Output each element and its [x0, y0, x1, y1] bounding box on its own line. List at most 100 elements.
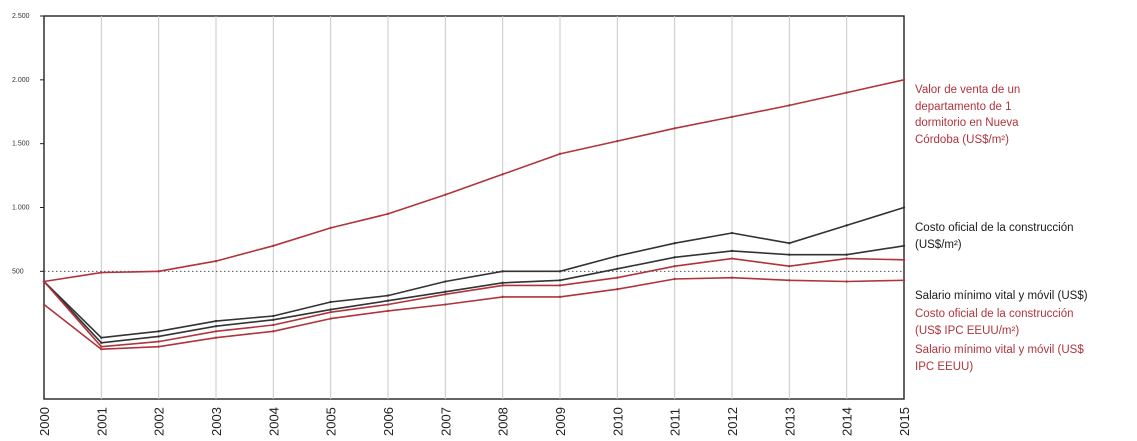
x-tick-label: 2009 — [553, 407, 568, 436]
data-point — [444, 303, 447, 306]
data-point — [386, 212, 390, 216]
y-tick-label: 2.500 — [12, 13, 30, 20]
data-point — [444, 193, 447, 196]
data-point — [673, 265, 676, 268]
data-point — [845, 253, 848, 256]
data-point — [501, 270, 504, 273]
data-point — [788, 242, 791, 245]
series-line-0 — [43, 79, 905, 283]
x-tick-label: 2005 — [324, 407, 339, 436]
data-point — [329, 300, 332, 304]
data-point — [42, 280, 46, 283]
data-point — [157, 340, 160, 343]
x-tick-label: 2000 — [37, 407, 52, 436]
x-tick-label: 2011 — [668, 408, 683, 436]
x-tick-label: 2012 — [725, 407, 740, 436]
data-point — [902, 279, 906, 282]
data-point — [157, 345, 160, 348]
data-point — [214, 336, 218, 339]
data-point — [845, 257, 848, 260]
data-point — [616, 288, 619, 291]
data-point — [501, 284, 504, 287]
data-point — [42, 303, 46, 306]
data-point — [558, 152, 562, 156]
data-point — [673, 127, 676, 130]
data-point — [501, 281, 504, 285]
data-point — [329, 308, 332, 311]
y-tick-label: 500 — [12, 268, 24, 275]
x-tick-label: 2007 — [438, 407, 453, 436]
data-point — [616, 276, 619, 279]
plot-frame — [43, 15, 905, 400]
x-tick-label: 2008 — [496, 407, 511, 436]
data-point — [730, 276, 734, 279]
series-line-4 — [43, 276, 905, 351]
data-point — [100, 341, 103, 345]
x-tick-label: 2001 — [94, 407, 109, 436]
data-point — [845, 224, 848, 227]
data-point — [730, 257, 734, 260]
data-point — [272, 323, 275, 327]
data-point — [558, 295, 562, 299]
data-point — [100, 336, 103, 339]
data-point — [329, 226, 332, 230]
y-tick-label: 1.000 — [12, 205, 30, 212]
data-point — [673, 277, 676, 281]
data-point — [157, 270, 160, 273]
data-point — [845, 280, 848, 283]
data-point — [730, 249, 734, 253]
x-tick-label: 2003 — [209, 407, 224, 436]
data-point — [673, 242, 676, 245]
data-point — [902, 244, 906, 247]
x-tick-label: 2002 — [152, 407, 167, 436]
data-point — [272, 318, 275, 322]
data-point — [788, 265, 791, 268]
data-point — [616, 267, 619, 270]
data-point — [272, 330, 275, 333]
x-tick-label: 2015 — [897, 407, 912, 436]
data-point — [100, 345, 103, 348]
data-point — [386, 294, 390, 297]
data-point — [329, 310, 332, 314]
data-point — [845, 91, 848, 94]
data-point — [673, 256, 676, 259]
data-point — [386, 303, 390, 306]
series-label-construction-cost: Costo oficial de la construcción (US$/m²… — [915, 222, 1074, 251]
data-point — [501, 295, 504, 299]
data-point — [444, 290, 447, 293]
x-tick-label: 2013 — [782, 407, 797, 436]
data-point — [100, 348, 103, 351]
y-tick-label: 2.000 — [12, 77, 30, 84]
data-point — [100, 271, 103, 274]
data-point — [616, 139, 619, 143]
series-line-2 — [43, 245, 905, 344]
data-point — [558, 279, 562, 282]
data-point — [444, 280, 447, 283]
data-point — [214, 325, 218, 328]
data-point — [788, 104, 791, 107]
data-point — [386, 299, 390, 302]
data-point — [730, 231, 734, 235]
data-point — [616, 254, 619, 258]
y-tick-label: 1.500 — [12, 141, 30, 148]
data-point — [558, 284, 562, 287]
series-label-apartment-price: Valor de venta de un departamento de 1 d… — [915, 84, 1021, 146]
data-point — [902, 258, 906, 262]
data-point — [902, 78, 906, 82]
series-line-1 — [43, 206, 905, 339]
x-tick-label: 2014 — [840, 407, 855, 436]
data-point — [902, 206, 906, 209]
data-point — [214, 259, 218, 263]
series-label-minimum-wage-ipc: Salario mínimo vital y móvil (US$ IPC EE… — [915, 344, 1084, 373]
data-point — [501, 173, 504, 176]
x-tick-label: 2004 — [266, 407, 281, 436]
data-point — [329, 317, 332, 320]
data-point — [214, 330, 218, 333]
data-point — [272, 314, 275, 318]
x-tick-label: 2010 — [610, 407, 625, 436]
data-point — [272, 244, 275, 247]
x-tick-label: 2006 — [381, 407, 396, 436]
series-line-3 — [43, 257, 905, 348]
data-point — [444, 293, 447, 296]
